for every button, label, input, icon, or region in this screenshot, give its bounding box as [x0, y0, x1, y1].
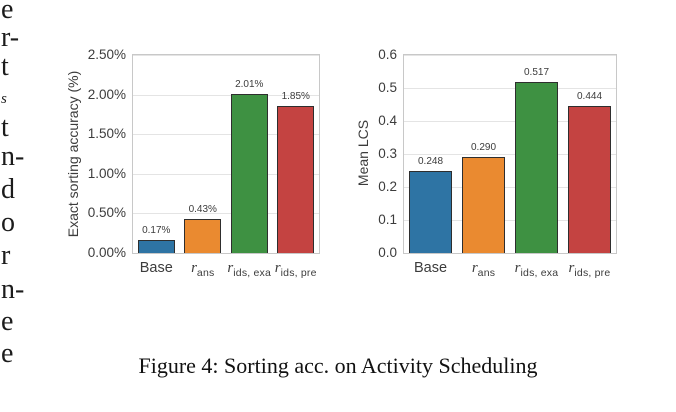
- y-tick-label: 0.50%: [87, 205, 126, 221]
- y-tick-label: 2.00%: [87, 86, 126, 102]
- bar-value-label: 0.290: [470, 142, 497, 154]
- gridline: [133, 134, 319, 136]
- y-tick-label: 0.00%: [87, 245, 126, 260]
- bar-value-label: 0.248: [417, 156, 444, 168]
- bar-slot: 2.01%: [226, 55, 273, 253]
- left-column-text-fragment: t: [1, 112, 9, 143]
- y-tick-label: 0.3: [378, 146, 397, 161]
- right-chart-y-axis-title: Mean LCS: [355, 119, 371, 187]
- y-tick-label: 0.5: [378, 80, 397, 95]
- left-column-text-fragment: e: [1, 338, 14, 369]
- bar-slot: 0.248: [404, 55, 457, 253]
- bar-value-label: 2.01%: [235, 78, 264, 90]
- y-tick-label: 0.2: [378, 179, 397, 195]
- bar-slot: 0.290: [457, 55, 510, 253]
- x-tick-label: rids, pre: [274, 260, 317, 279]
- y-tick-label: 0.6: [378, 47, 397, 62]
- left-chart-plot-area: 0.00% 0.50% 1.00% 1.50% 2.00% 2.50% 0.17% 0.43%…: [88, 47, 320, 279]
- gridline: [133, 94, 319, 96]
- left-column-text-fragment: d: [1, 174, 15, 205]
- bar-slot: 0.17%: [133, 55, 180, 253]
- bar-value-label: 0.43%: [188, 203, 217, 215]
- left-column-text-fragment: t: [1, 51, 9, 82]
- y-tick-label: 0.4: [378, 113, 397, 129]
- left-chart-y-axis-title: Exact sorting accuracy (%): [65, 70, 81, 238]
- left-column-text-fragment: n-: [1, 274, 25, 305]
- gridline: [404, 154, 616, 155]
- bar-slot: 0.43%: [180, 55, 227, 253]
- left-column-text-fragment: s: [1, 91, 7, 107]
- x-tick-label: Base: [139, 260, 173, 276]
- gridline: [404, 220, 616, 222]
- left-column-text-fragment: o: [1, 207, 15, 238]
- y-tick-label: 1.50%: [87, 126, 126, 142]
- bar-r-ids-pre: [277, 106, 315, 253]
- gridline: [404, 187, 616, 189]
- left-column-text-fragment: e: [1, 306, 14, 337]
- bars-container: 0.17% 0.43% 2.01% 1.85%: [133, 55, 319, 253]
- bar-slot: 0.444: [563, 55, 616, 253]
- y-tick-label: 2.50%: [87, 47, 126, 62]
- left-column-text-fragment: n-: [1, 141, 25, 172]
- left-column-text-fragment: r-: [1, 22, 20, 53]
- x-tick-label: rans: [191, 260, 215, 279]
- left-column-text-fragments: e r-t s t n-d o r n-e e: [0, 0, 30, 412]
- y-tick-label: 1.00%: [87, 165, 126, 181]
- left-column-text-fragment: e: [1, 0, 14, 25]
- bars-container: 0.248 0.290 0.517 0.444: [404, 55, 616, 253]
- gridline: [404, 88, 616, 89]
- x-tick-label: rids, pre: [568, 260, 611, 279]
- left-column-text-fragment: r: [1, 240, 11, 271]
- gridline: [404, 55, 616, 56]
- bar-base: [409, 171, 452, 253]
- bar-slot: 0.517: [510, 55, 563, 253]
- gridline: [133, 55, 319, 56]
- bar-value-label: 0.517: [523, 67, 550, 79]
- bar-r-ids-exa: [515, 82, 558, 253]
- x-tick-label: rans: [471, 260, 496, 279]
- bar-value-label: 1.85%: [281, 91, 310, 103]
- x-tick-labels-row: Base rans rids, exa rids, pre: [404, 260, 616, 279]
- y-tick-label: 0.1: [378, 212, 397, 228]
- bar-value-label: 0.17%: [142, 224, 171, 236]
- x-tick-label: Base: [413, 260, 448, 276]
- bar-slot: 1.85%: [273, 55, 320, 253]
- x-tick-label: rids, exa: [227, 260, 272, 279]
- gridline: [404, 121, 616, 123]
- bar-r-ids-pre: [568, 106, 611, 253]
- y-tick-label: 0.0: [378, 245, 397, 260]
- bar-r-ans: [184, 218, 222, 253]
- gridline: [133, 213, 319, 215]
- right-chart-plot-area: 0.0 0.1 0.2 0.3 0.4 0.5 0.6 0.248 0.290 0.517 0.44…: [378, 47, 617, 279]
- bar-base: [137, 239, 175, 253]
- bar-r-ids-exa: [230, 93, 268, 253]
- figure-caption: Figure 4: Sorting acc. on Activity Sched…: [138, 353, 538, 378]
- bar-r-ans: [462, 157, 505, 253]
- x-tick-labels-row: Base rans rids, exa rids, pre: [133, 260, 319, 279]
- gridline: [133, 173, 319, 175]
- bar-value-label: 0.444: [576, 91, 603, 103]
- x-tick-label: rids, exa: [514, 260, 559, 279]
